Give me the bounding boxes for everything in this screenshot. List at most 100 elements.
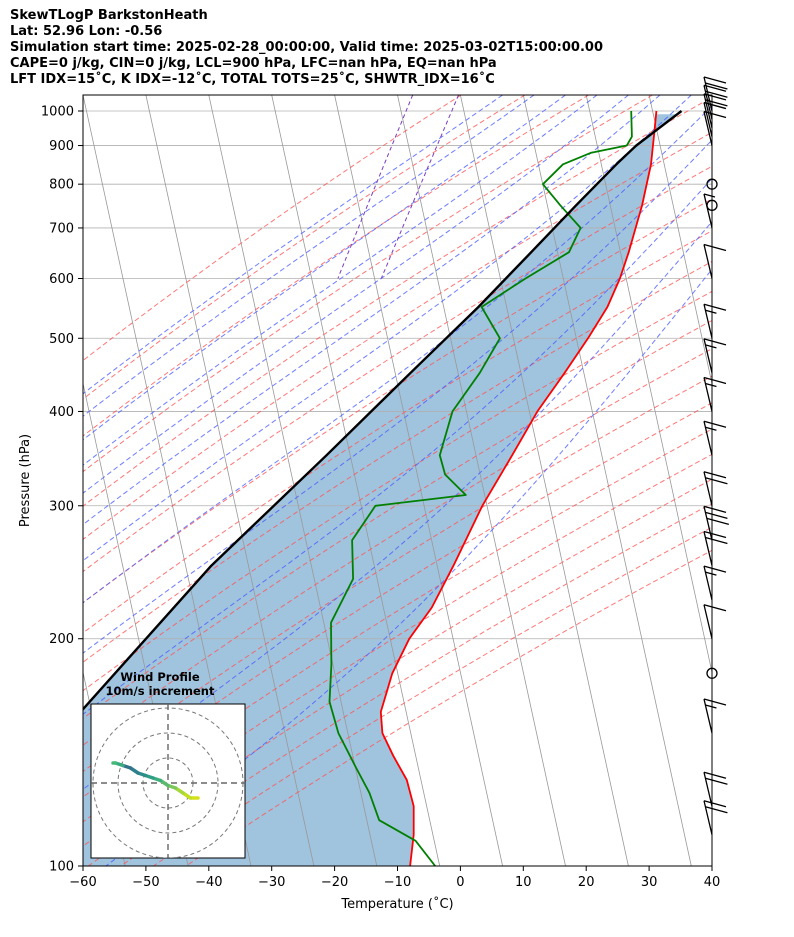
moist-adiabat [105, 268, 712, 866]
x-tick-label: −10 [384, 875, 411, 890]
y-tick-label: 1000 [41, 104, 74, 119]
wind-barb [703, 565, 727, 601]
wind-barb-calm [706, 667, 718, 679]
wind-barb-full [703, 303, 727, 311]
wind-barb [703, 110, 727, 146]
dry-adiabat [83, 95, 653, 473]
mixing-ratio-line [337, 95, 414, 279]
plot-area [83, 95, 712, 866]
isotherm [585, 95, 712, 675]
wind-barb [703, 101, 727, 137]
wind-barb-shaft [703, 604, 713, 639]
wind-barb-half [705, 571, 717, 576]
y-axis-label: Pressure (hPa) [18, 434, 33, 527]
wind-barb-half [705, 704, 717, 709]
temperature-line [379, 110, 658, 866]
wind-barb [703, 505, 729, 541]
hodograph [90, 703, 246, 859]
wind-barb-full [703, 800, 727, 808]
x-tick-label: −60 [69, 875, 96, 890]
wind-barb [703, 471, 728, 506]
wind-barb [703, 193, 716, 229]
moist-adiabat [83, 95, 566, 441]
wind-barb-half [705, 309, 717, 314]
wind-barb [703, 376, 727, 412]
moist-adiabat [83, 95, 629, 494]
dry-adiabat [153, 526, 712, 866]
moist-adiabat [83, 139, 712, 654]
isotherm [397, 95, 566, 866]
wind-barb [703, 771, 728, 807]
isotherm [711, 95, 712, 97]
x-tick-label: 40 [704, 875, 721, 890]
dry-adiabat [83, 96, 712, 507]
wind-barb-full [703, 376, 727, 385]
wind-barb-full [705, 777, 728, 785]
dry-adiabat [88, 478, 712, 866]
wind-barb-shaft [703, 772, 713, 807]
x-axis-label: Temperature (˚C) [340, 896, 453, 912]
y-tick-label: 900 [49, 139, 74, 154]
mixing-ratio-line [380, 95, 460, 279]
y-tick-label: 400 [49, 405, 74, 420]
y-tick-label: 200 [49, 632, 74, 647]
x-tick-label: −30 [258, 875, 285, 890]
wind-barb-half [703, 193, 716, 198]
wind-barb-shaft [703, 506, 713, 541]
moist-adiabat [83, 95, 692, 562]
wind-barb-full [703, 76, 727, 84]
wind-barb [703, 338, 727, 373]
wind-barb-shaft [703, 698, 713, 734]
isotherm [648, 95, 712, 386]
wind-barb-half [705, 426, 717, 431]
wind-barb-full [703, 84, 727, 92]
location-line: Lat: 52.96 Lon: -0.56 [10, 24, 163, 39]
wind-barb [703, 604, 727, 639]
isotherm [271, 95, 441, 866]
wind-barb-shaft [703, 338, 713, 373]
x-tick-label: 20 [578, 875, 595, 890]
wind-barb-full [705, 536, 728, 545]
wind-barb-shaft [703, 565, 713, 601]
y-tick-label: 300 [49, 499, 74, 514]
wind-barb [703, 76, 728, 112]
isotherm [460, 95, 629, 866]
dry-adiabat [83, 95, 526, 400]
isotherm [522, 95, 692, 866]
wind-barb [703, 303, 727, 339]
hodograph-title-text: Wind Profile [120, 670, 200, 684]
wind-barb-shaft [703, 377, 713, 412]
moist-adiabat [83, 95, 503, 395]
wind-barb-full [703, 338, 727, 346]
wind-barb-full [703, 530, 727, 539]
cape-line: CAPE=0 j/kg, CIN=0 j/kg, LCL=900 hPa, LF… [10, 56, 497, 71]
x-tick-label: −40 [195, 875, 222, 890]
wind-barb-full [705, 90, 728, 98]
wind-barb [703, 698, 727, 734]
wind-barb-full [703, 771, 727, 779]
wind-barb-shaft [703, 471, 713, 506]
wind-barb-full [703, 698, 727, 706]
hodograph-title: Wind Profile 10m/s increment [90, 670, 230, 698]
wind-barb-full [703, 101, 727, 110]
dry-adiabat [83, 95, 589, 437]
hodograph-ring [117, 732, 219, 834]
wind-barb-full [703, 505, 727, 513]
wind-barb-full [706, 517, 729, 525]
wind-barb-shaft [703, 76, 713, 112]
dry-adiabat [83, 131, 712, 541]
wind-barb-full [703, 471, 727, 479]
moist-adiabat [83, 220, 712, 790]
x-tick-label: −50 [132, 875, 159, 890]
moist-adiabat [83, 95, 535, 417]
hodograph-subtitle: 10m/s increment [105, 684, 215, 698]
moist-adiabat [83, 95, 661, 526]
wind-barb-full [705, 806, 728, 814]
y-tick-label: 500 [49, 332, 74, 347]
cin-shading [83, 114, 678, 866]
y-tick-label: 100 [49, 860, 74, 875]
moist-adiabat [83, 95, 598, 466]
y-tick-label: 800 [49, 178, 74, 193]
wind-barb-full [705, 477, 728, 485]
chart-header: SkewTLogP BarkstonHeath Lat: 52.96 Lon: … [10, 8, 603, 88]
